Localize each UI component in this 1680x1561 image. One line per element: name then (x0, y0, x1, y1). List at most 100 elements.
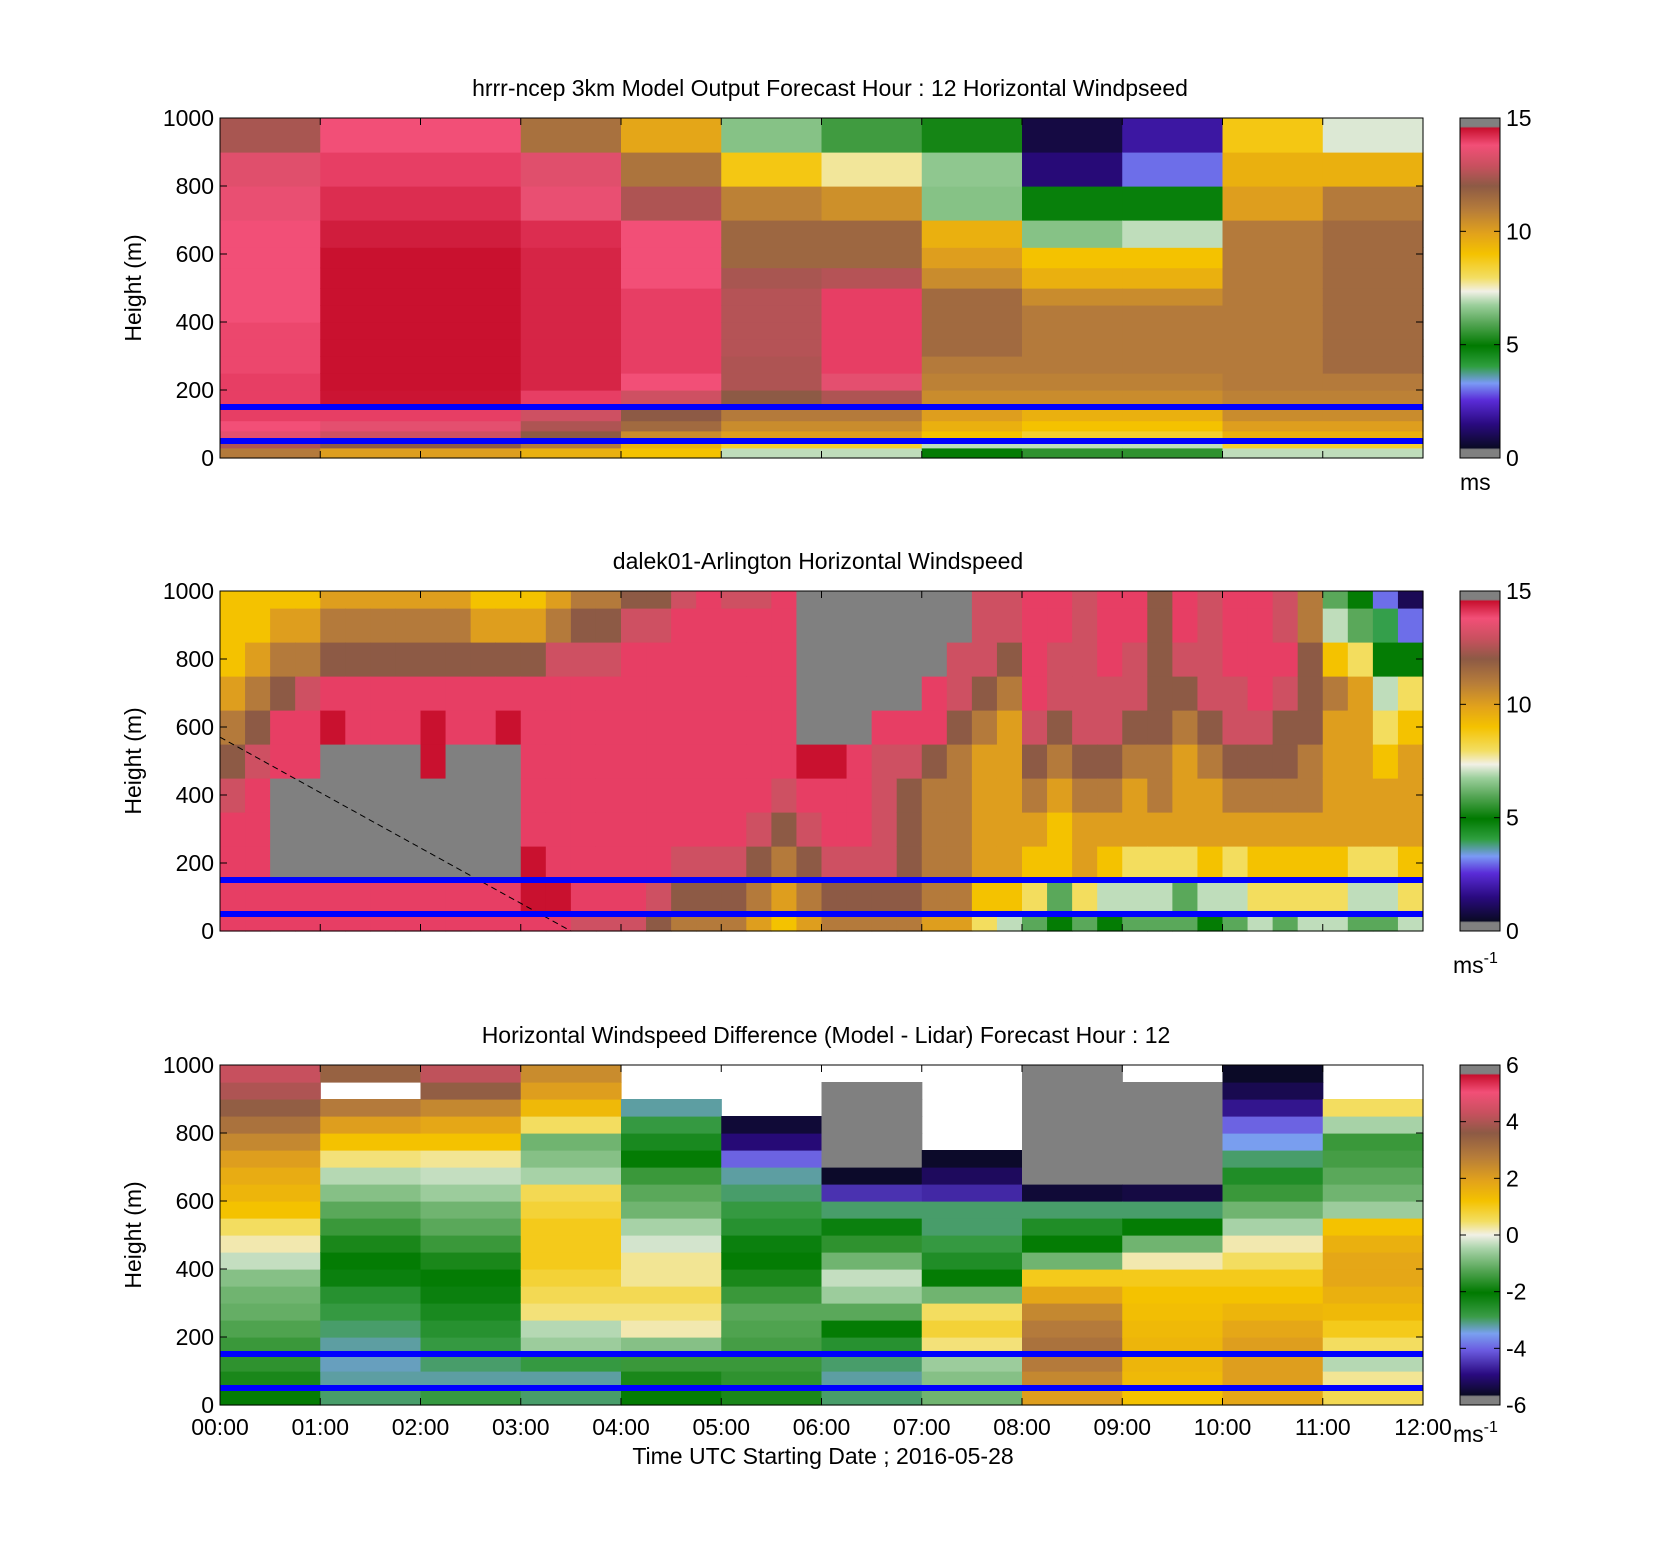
heatmap-cell (420, 1150, 522, 1168)
heatmap-cell (1322, 152, 1424, 187)
heatmap-cell (1222, 152, 1324, 187)
heatmap-cell (846, 778, 873, 813)
heatmap-cell (495, 608, 522, 643)
heatmap-cell (1022, 642, 1048, 677)
heatmap-cell (220, 288, 321, 306)
heatmap-cell (896, 880, 923, 915)
heatmap-cell (470, 676, 497, 711)
heatmap-cell (771, 880, 798, 915)
heatmap-cell (1122, 744, 1148, 779)
heatmap-cell (1222, 812, 1249, 847)
heatmap-cell (1022, 390, 1123, 408)
y-tick-label: 1000 (163, 578, 214, 604)
heatmap-cell (1372, 914, 1399, 932)
heatmap-cell (445, 880, 472, 915)
heatmap-cell (320, 812, 346, 847)
heatmap-cell (1097, 608, 1123, 643)
heatmap-cell (821, 247, 923, 269)
heatmap-cell (1222, 1218, 1324, 1236)
heatmap-cell (621, 1116, 722, 1134)
colorbar-tick-label: 15 (1506, 578, 1532, 604)
heatmap-cell (320, 1337, 422, 1355)
heatmap-cell (470, 914, 497, 932)
heatmap-cell (771, 914, 798, 932)
heatmap-cell (1322, 676, 1349, 711)
heatmap-cell (721, 1269, 823, 1287)
heatmap-cell (1297, 778, 1324, 813)
heatmap-cell (1222, 220, 1324, 248)
heatmap-cell (821, 1252, 923, 1270)
heatmap-cell (1322, 1184, 1424, 1202)
heatmap-cell (771, 846, 798, 881)
heatmap-cell (1222, 247, 1324, 269)
heatmap-cell (495, 642, 522, 677)
heatmap-cell (921, 1235, 1023, 1253)
heatmap-cell (1222, 447, 1324, 459)
heatmap-cell (220, 880, 246, 915)
heatmap-cell (1097, 778, 1123, 813)
heatmap-cell (1397, 591, 1424, 609)
colorbar-tick-label: 0 (1506, 445, 1519, 471)
heatmap-cell (520, 447, 622, 459)
heatmap-cell (871, 710, 898, 745)
heatmap-cell (1397, 880, 1424, 915)
heatmap-cell (1222, 1082, 1324, 1100)
y-tick-label: 800 (176, 1120, 214, 1146)
heatmap-cell (1072, 676, 1098, 711)
colorbar-tick-label: 15 (1506, 105, 1532, 131)
reference-lines (220, 1351, 1423, 1391)
heatmap-cell (721, 1388, 823, 1406)
heatmap-cell (520, 1099, 622, 1117)
heatmap-cell (896, 642, 923, 677)
heatmap-cell (821, 1201, 923, 1219)
heatmap-cell (921, 305, 1023, 323)
heatmap-cell (621, 288, 722, 306)
heatmap-cell (1047, 846, 1073, 881)
heatmap-cell (1047, 676, 1073, 711)
heatmap-cell (570, 880, 597, 915)
heatmap-cell (721, 1320, 823, 1338)
heatmap-cell (746, 710, 772, 745)
heatmap-cell (621, 305, 722, 323)
heatmap-cell (846, 642, 873, 677)
heatmap-cell (946, 710, 973, 745)
heatmap-cell (1022, 1133, 1123, 1151)
heatmap-cell (746, 778, 772, 813)
colorbar-tick-label: 0 (1506, 918, 1519, 944)
heatmap-cell (1197, 591, 1224, 609)
heatmap-cell (370, 591, 397, 609)
heatmap-cell (420, 1252, 522, 1270)
heatmap-cell (470, 778, 497, 813)
heatmap-cell (220, 1082, 321, 1100)
heatmap-cell (771, 710, 798, 745)
heatmap-cell (821, 322, 923, 340)
heatmap-cell (1072, 914, 1098, 932)
heatmap-cell (545, 914, 572, 932)
heatmap-cell (821, 339, 923, 357)
heatmap-cell (270, 880, 296, 915)
heatmap-cell (345, 846, 371, 881)
heatmap-cell (420, 608, 447, 643)
heatmap-cell (1222, 322, 1324, 340)
heatmap-cell (621, 1269, 722, 1287)
heatmap-cell (1047, 642, 1073, 677)
heatmap-cell (1022, 914, 1048, 932)
heatmap-cell (771, 778, 798, 813)
x-tick-labels: 00:00 01:00 02:00 03:00 04:00 05:00 06:00 07:00… (191, 1414, 1452, 1440)
heatmap-cell (520, 710, 547, 745)
heatmap-cell (1222, 1337, 1324, 1355)
heatmap-cell (621, 1354, 722, 1372)
heatmap-cell (320, 880, 346, 915)
heatmap-cell (370, 710, 397, 745)
heatmap-cell (420, 430, 522, 440)
heatmap-cell (821, 1235, 923, 1253)
heatmap-cell (1097, 880, 1123, 915)
heatmap-cell (320, 778, 346, 813)
heatmap-cell (821, 676, 848, 711)
heatmap-cell (570, 608, 597, 643)
heatmap-cell (921, 608, 948, 643)
heatmap-cell (1322, 1099, 1424, 1117)
heatmap-cell (1022, 339, 1123, 357)
heatmap-cell (445, 744, 472, 779)
heatmap-cell (1322, 1337, 1424, 1355)
